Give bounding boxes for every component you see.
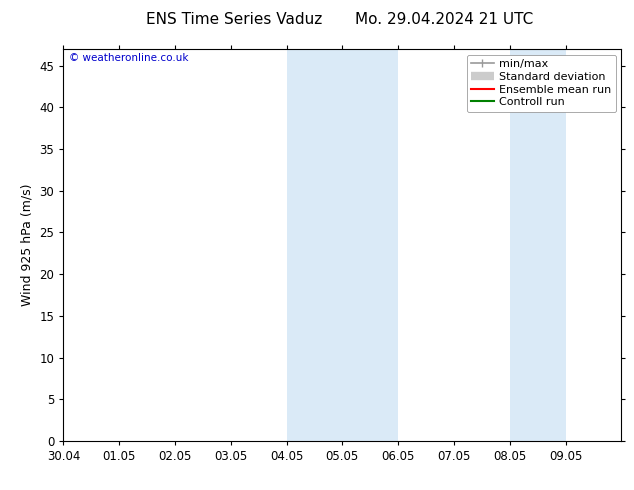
Bar [510, 49, 566, 441]
Text: © weatheronline.co.uk: © weatheronline.co.uk [69, 53, 188, 63]
Bar [287, 49, 398, 441]
Text: ENS Time Series Vaduz: ENS Time Series Vaduz [146, 12, 323, 27]
Legend: min/max, Standard deviation, Ensemble mean run, Controll run: min/max, Standard deviation, Ensemble me… [467, 54, 616, 112]
Text: Mo. 29.04.2024 21 UTC: Mo. 29.04.2024 21 UTC [354, 12, 533, 27]
Y-axis label: Wind 925 hPa (m/s): Wind 925 hPa (m/s) [21, 184, 34, 306]
